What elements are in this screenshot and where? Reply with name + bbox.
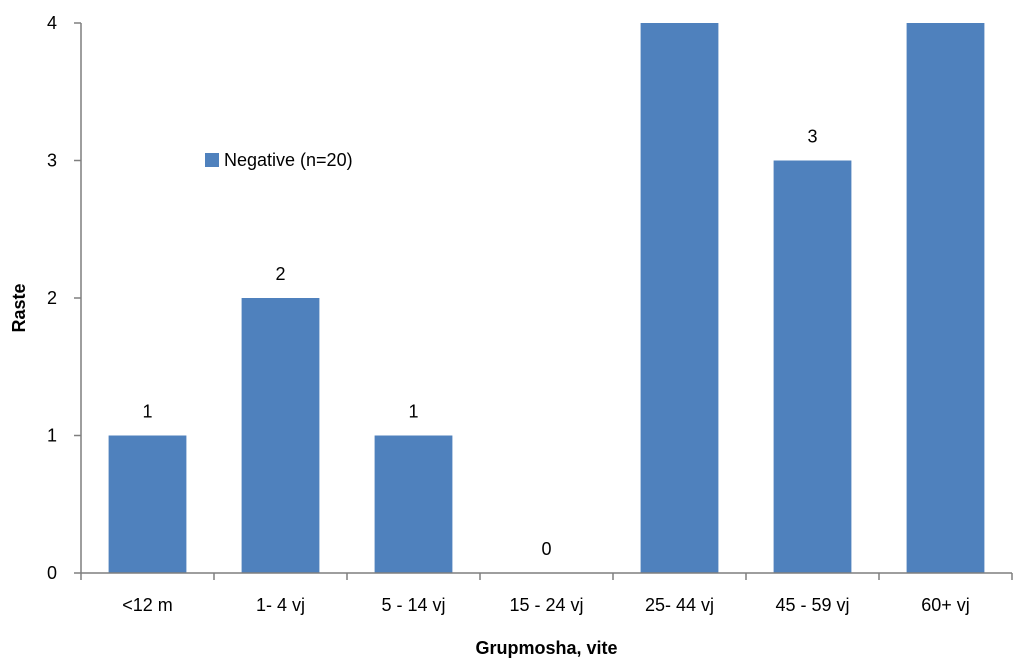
y-tick-label-3: 3 <box>47 151 57 171</box>
x-tick-label-2: 1- 4 vj <box>256 595 305 615</box>
x-tick-label-7: 60+ vj <box>921 595 970 615</box>
bar-5 <box>640 23 719 573</box>
bar-6 <box>773 160 852 573</box>
y-tick-label-4: 4 <box>47 13 57 33</box>
x-tick-label-1: <12 m <box>122 595 173 615</box>
data-label-1: 1 <box>142 402 152 422</box>
x-tick-label-5: 25- 44 vj <box>645 595 714 615</box>
data-label-2: 2 <box>275 264 285 284</box>
bar-7 <box>906 23 985 573</box>
x-ticks-layer: <12 m 1- 4 vj 5 - 14 vj 15 - 24 vj 25- 44 vj… <box>80 573 1013 615</box>
bar-1 <box>108 435 187 573</box>
data-labels-layer: 1 2 1 0 3 <box>142 127 817 560</box>
legend: Negative (n=20) <box>205 150 353 170</box>
bar-2 <box>241 298 320 573</box>
x-axis-title: Grupmosha, vite <box>475 638 617 658</box>
y-tick-label-2: 2 <box>47 288 57 308</box>
legend-swatch <box>205 153 219 167</box>
x-tick-label-6: 45 - 59 vj <box>775 595 849 615</box>
y-tick-label-1: 1 <box>47 426 57 446</box>
x-tick-label-3: 5 - 14 vj <box>381 595 445 615</box>
y-tick-label-0: 0 <box>47 563 57 583</box>
y-ticks-layer: 0 1 2 3 4 <box>47 13 81 583</box>
data-label-4: 0 <box>541 539 551 559</box>
bars-layer <box>108 23 985 573</box>
axes-layer <box>80 23 1012 574</box>
y-axis-title: Raste <box>9 283 29 332</box>
legend-label: Negative (n=20) <box>224 150 353 170</box>
data-label-6: 3 <box>807 127 817 147</box>
bar-3 <box>374 435 453 573</box>
data-label-3: 1 <box>408 402 418 422</box>
x-tick-label-4: 15 - 24 vj <box>509 595 583 615</box>
